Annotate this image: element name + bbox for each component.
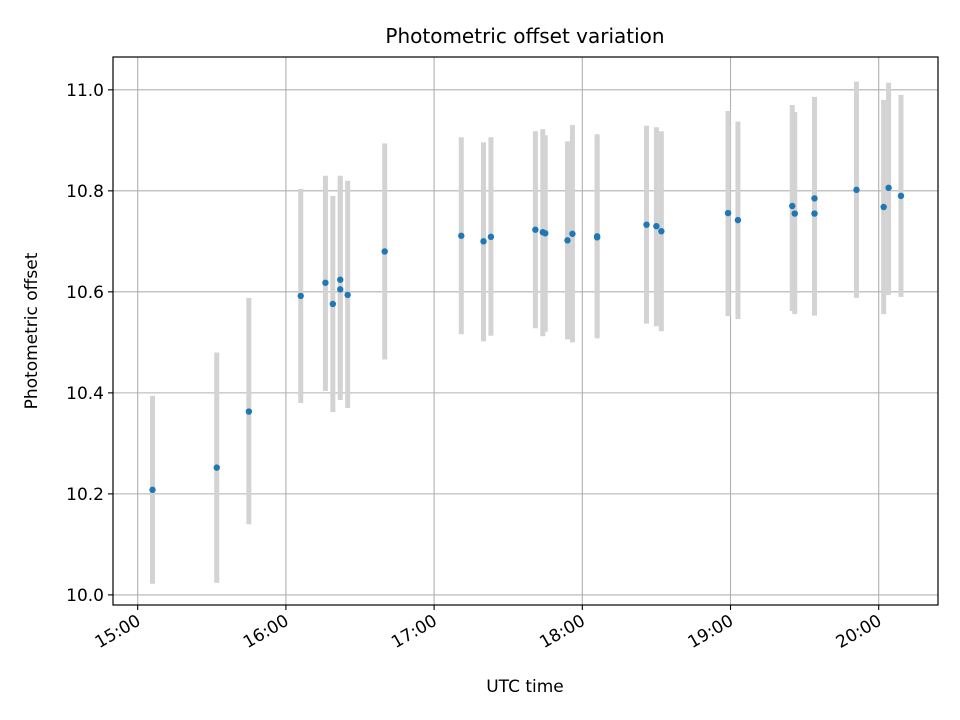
data-point <box>487 233 495 241</box>
data-point <box>322 279 329 286</box>
data-point <box>811 195 818 202</box>
data-point <box>593 234 601 241</box>
plot-frame <box>112 56 939 606</box>
data-point <box>569 230 576 237</box>
chart-title: Photometric offset variation <box>385 24 664 48</box>
data-points <box>149 184 905 494</box>
data-point <box>329 300 337 308</box>
y-tick-label: 11.0 <box>66 81 104 101</box>
y-tick-label: 10.2 <box>66 485 104 505</box>
data-point <box>789 202 796 210</box>
data-point <box>458 232 465 239</box>
data-point <box>880 203 887 211</box>
x-axis-label: UTC time <box>486 677 564 697</box>
data-point <box>643 221 650 228</box>
y-tick-label: 10.8 <box>66 182 104 202</box>
data-point <box>734 216 742 224</box>
data-point <box>149 486 156 494</box>
data-point <box>344 291 351 299</box>
data-point <box>564 237 571 244</box>
y-axis: 10.0 10.2 10.4 10.6 10.8 11.0 <box>66 81 113 606</box>
data-point <box>480 238 487 245</box>
data-point <box>245 408 253 415</box>
y-tick-label: 10.4 <box>66 384 104 404</box>
data-point <box>337 286 344 293</box>
data-point <box>653 222 660 230</box>
data-point <box>791 210 798 217</box>
data-point <box>658 228 665 235</box>
data-point <box>811 210 818 217</box>
data-point <box>853 186 860 194</box>
data-point <box>297 292 304 300</box>
y-tick-label: 10.0 <box>66 586 104 606</box>
data-point <box>885 184 892 192</box>
data-point <box>542 230 549 237</box>
data-point <box>724 209 732 217</box>
y-tick-label: 10.6 <box>66 283 104 303</box>
data-point <box>897 192 905 200</box>
data-point <box>381 248 388 255</box>
y-axis-label: Photometric offset <box>22 252 42 409</box>
data-point <box>532 226 539 233</box>
data-point <box>337 276 344 283</box>
data-point <box>213 464 220 471</box>
